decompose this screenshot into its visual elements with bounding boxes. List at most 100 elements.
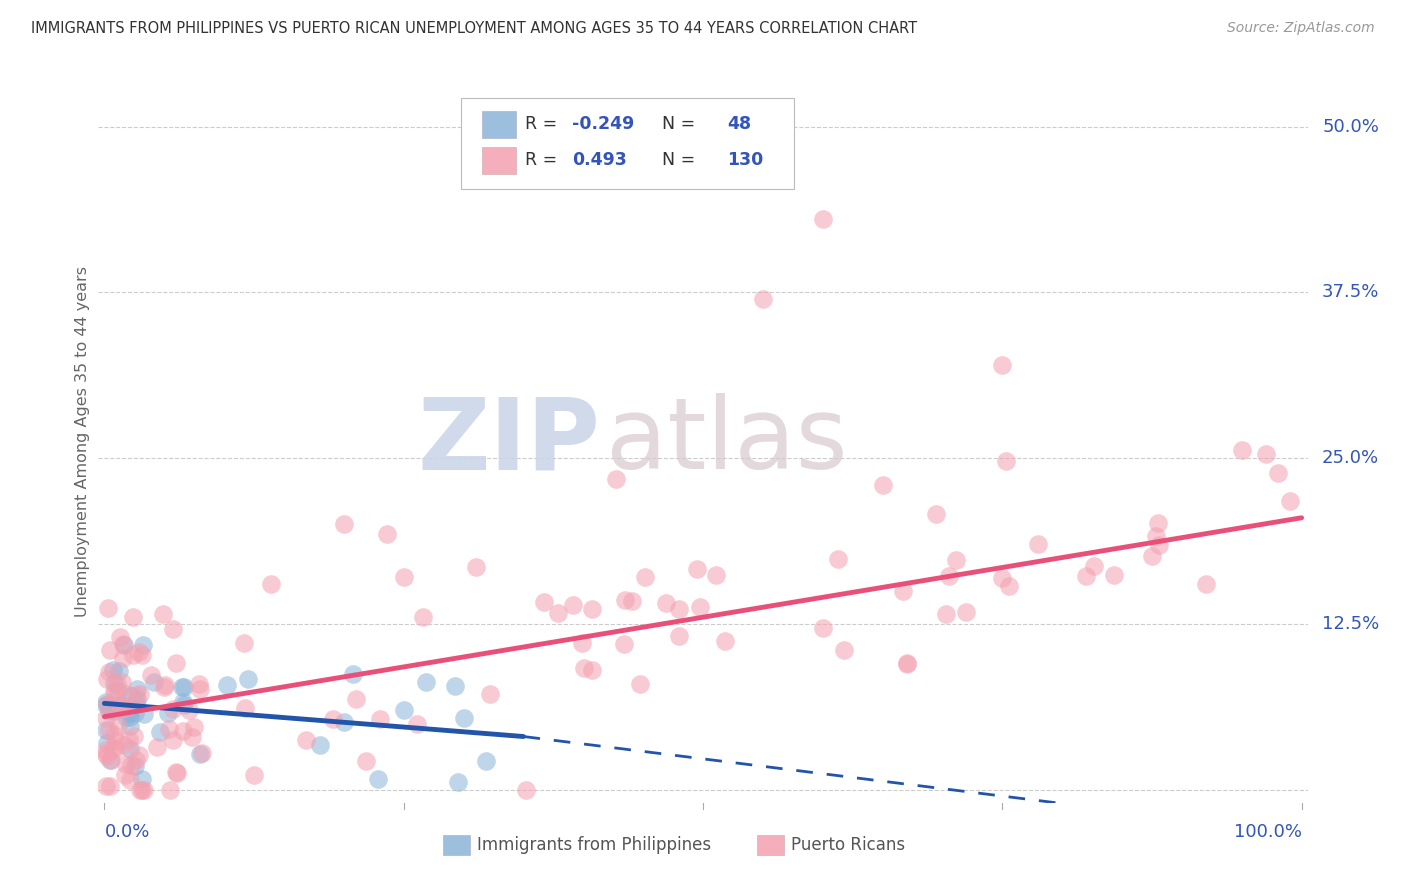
Point — [162, 702, 184, 716]
Text: atlas: atlas — [606, 393, 848, 490]
Bar — [758, 835, 785, 855]
Point — [832, 642, 855, 657]
Point — [110, 701, 132, 715]
Point — [322, 712, 344, 726]
Point — [94, 779, 117, 793]
Point — [166, 765, 188, 780]
Point — [392, 570, 415, 584]
Point — [107, 683, 129, 698]
Point — [124, 706, 146, 720]
Point — [1267, 466, 1289, 480]
Point — [120, 689, 142, 703]
Point — [581, 601, 603, 615]
Point — [115, 709, 138, 723]
Point — [110, 698, 132, 712]
Point — [125, 688, 148, 702]
Point — [1254, 447, 1277, 461]
Bar — [482, 111, 516, 138]
Point — [103, 728, 125, 742]
Point — [118, 742, 141, 756]
Point — [100, 753, 122, 767]
Point — [179, 702, 201, 716]
Point — [342, 667, 364, 681]
Point — [172, 680, 194, 694]
Point — [605, 472, 627, 486]
Point — [96, 672, 118, 686]
FancyBboxPatch shape — [461, 98, 793, 189]
Point — [101, 740, 124, 755]
Text: ZIP: ZIP — [418, 393, 600, 490]
Point — [153, 678, 176, 692]
Point — [714, 634, 737, 648]
Point — [412, 609, 434, 624]
Point — [157, 722, 180, 736]
Point — [131, 648, 153, 662]
Point — [571, 635, 593, 649]
Point — [98, 643, 121, 657]
Point — [634, 570, 657, 584]
Point — [668, 602, 690, 616]
Point — [114, 638, 136, 652]
Point — [173, 698, 195, 713]
Point — [620, 593, 643, 607]
Point — [142, 674, 165, 689]
Point — [1083, 559, 1105, 574]
Point — [124, 753, 146, 767]
Point — [162, 733, 184, 747]
Point — [131, 772, 153, 787]
Point — [333, 517, 356, 532]
Point — [811, 212, 834, 227]
Point — [474, 754, 496, 768]
Point — [1102, 568, 1125, 582]
Point — [94, 711, 117, 725]
Point — [375, 527, 398, 541]
Point — [118, 706, 141, 721]
Point — [112, 651, 135, 665]
Text: 12.5%: 12.5% — [1322, 615, 1379, 632]
Point — [165, 765, 187, 780]
Point — [173, 681, 195, 695]
Point — [465, 560, 488, 574]
Point — [1278, 493, 1301, 508]
Point — [110, 630, 132, 644]
Point — [344, 691, 367, 706]
Point — [98, 723, 121, 738]
Point — [183, 720, 205, 734]
Point — [98, 665, 121, 679]
Bar — [443, 835, 470, 855]
Point — [110, 698, 132, 713]
Bar — [482, 147, 516, 174]
Point — [124, 758, 146, 772]
Text: 48: 48 — [727, 115, 751, 133]
Point — [613, 637, 636, 651]
Point — [453, 711, 475, 725]
Text: 50.0%: 50.0% — [1322, 118, 1379, 136]
Point — [813, 621, 835, 635]
Point — [896, 657, 918, 671]
Text: N =: N = — [651, 152, 700, 169]
Point — [891, 583, 914, 598]
Point — [260, 577, 283, 591]
Text: IMMIGRANTS FROM PHILIPPINES VS PUERTO RICAN UNEMPLOYMENT AMONG AGES 35 TO 44 YEA: IMMIGRANTS FROM PHILIPPINES VS PUERTO RI… — [31, 21, 917, 36]
Point — [98, 753, 121, 767]
Text: Puerto Ricans: Puerto Ricans — [792, 836, 905, 854]
Point — [354, 754, 377, 768]
Point — [998, 579, 1021, 593]
Point — [104, 741, 127, 756]
Point — [447, 775, 470, 789]
Point — [152, 607, 174, 622]
Point — [94, 695, 117, 709]
Text: 0.0%: 0.0% — [104, 823, 150, 841]
Text: Source: ZipAtlas.com: Source: ZipAtlas.com — [1227, 21, 1375, 35]
Point — [533, 594, 555, 608]
Text: 37.5%: 37.5% — [1322, 284, 1379, 301]
Point — [103, 684, 125, 698]
Point — [1140, 549, 1163, 564]
Point — [153, 681, 176, 695]
Point — [668, 629, 690, 643]
Text: N =: N = — [651, 115, 700, 133]
Point — [94, 742, 117, 756]
Point — [172, 724, 194, 739]
Point — [118, 719, 141, 733]
Point — [478, 687, 501, 701]
